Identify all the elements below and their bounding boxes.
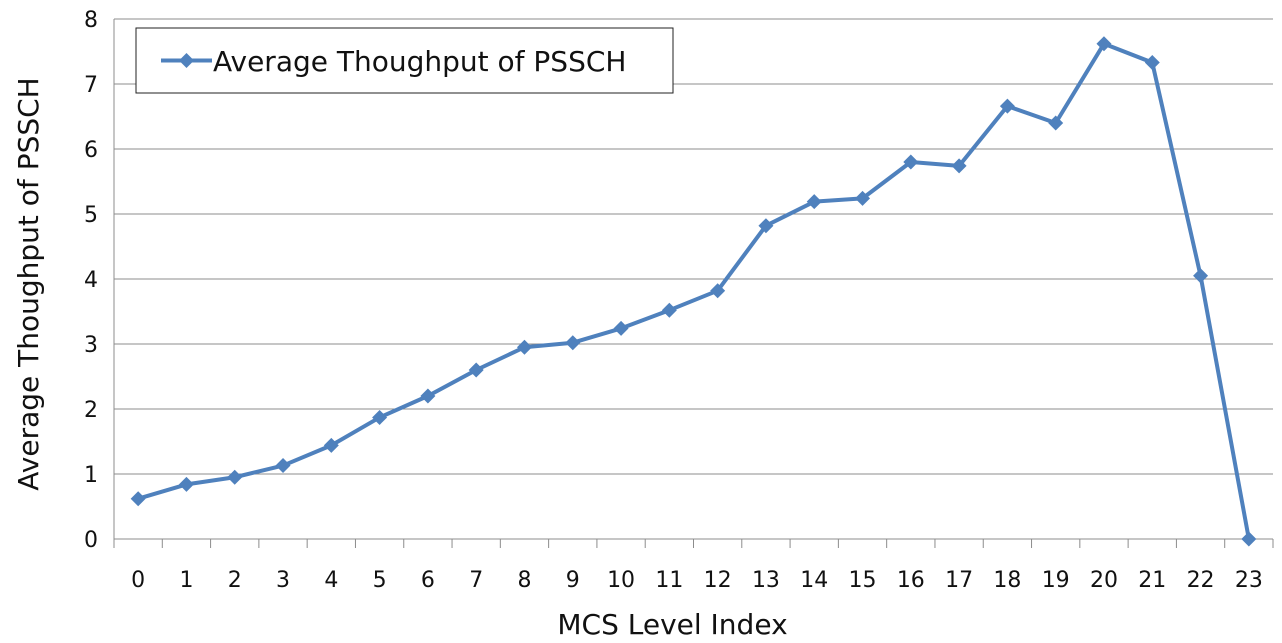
y-tick-label: 8 — [84, 8, 98, 33]
series-layer — [130, 36, 1257, 547]
data-point-marker — [806, 194, 822, 210]
data-point-marker — [323, 437, 339, 453]
data-point-marker — [1144, 55, 1160, 71]
x-tick-label: 21 — [1138, 568, 1166, 593]
y-tick-label: 3 — [84, 333, 98, 358]
x-tick-label: 19 — [1042, 568, 1070, 593]
data-point-marker — [710, 283, 726, 299]
y-tick-label: 5 — [84, 203, 98, 228]
y-axis-label: Average Thoughput of PSSCH — [12, 77, 45, 490]
x-tick-label: 14 — [800, 568, 828, 593]
data-point-marker — [1241, 531, 1257, 547]
data-point-marker — [758, 218, 774, 234]
x-tick-label: 12 — [704, 568, 732, 593]
x-tick-label: 18 — [993, 568, 1021, 593]
x-tick-label: 8 — [517, 568, 531, 593]
data-point-marker — [1048, 115, 1064, 131]
x-tick-label: 3 — [276, 568, 290, 593]
data-point-marker — [903, 154, 919, 170]
x-tick-label: 13 — [752, 568, 780, 593]
data-point-marker — [613, 320, 629, 336]
x-tick-label: 5 — [373, 568, 387, 593]
x-tick-label: 15 — [849, 568, 877, 593]
y-tick-label: 7 — [84, 73, 98, 98]
x-tick-label: 17 — [945, 568, 973, 593]
data-point-marker — [227, 469, 243, 485]
series-line-average-thoughput-of-pssch — [136, 41, 1251, 541]
x-tick-label: 11 — [655, 568, 683, 593]
x-tick-label: 9 — [566, 568, 580, 593]
data-point-marker — [516, 339, 532, 355]
data-point-marker — [1193, 268, 1209, 284]
data-point-marker — [661, 302, 677, 318]
x-tick-label: 2 — [228, 568, 242, 593]
data-point-marker — [275, 458, 291, 474]
x-tick-label: 0 — [131, 568, 145, 593]
y-tick-label: 6 — [84, 138, 98, 163]
x-tick-label: 16 — [897, 568, 925, 593]
x-tick-label: 6 — [421, 568, 435, 593]
legend-label: Average Thoughput of PSSCH — [213, 45, 626, 78]
x-tick-label: 22 — [1187, 568, 1215, 593]
data-point-marker — [999, 98, 1015, 114]
data-point-marker — [1096, 36, 1112, 52]
x-tick-label: 4 — [324, 568, 338, 593]
x-tick-label: 23 — [1235, 568, 1263, 593]
x-tick-label: 7 — [469, 568, 483, 593]
x-tick-label: 10 — [607, 568, 635, 593]
data-point-marker — [565, 335, 581, 351]
y-tick-label: 2 — [84, 398, 98, 423]
y-tick-label: 0 — [84, 528, 98, 553]
data-point-marker — [130, 491, 146, 507]
data-point-marker — [420, 388, 436, 404]
x-axis-label: MCS Level Index — [557, 608, 787, 641]
legend: Average Thoughput of PSSCH — [135, 27, 674, 94]
data-point-marker — [468, 362, 484, 378]
data-point-marker — [855, 190, 871, 206]
x-tick-label: 20 — [1090, 568, 1118, 593]
data-point-marker — [178, 476, 194, 492]
y-tick-label: 1 — [84, 463, 98, 488]
y-tick-label: 4 — [84, 268, 98, 293]
x-tick-label: 1 — [179, 568, 193, 593]
legend-marker — [179, 53, 194, 68]
data-point-marker — [951, 158, 967, 174]
data-point-marker — [372, 409, 388, 425]
